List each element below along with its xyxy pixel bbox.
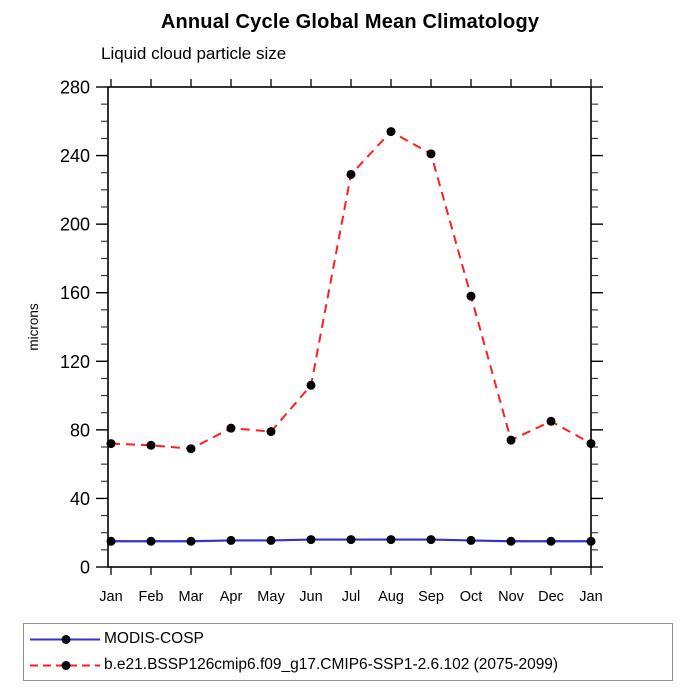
series-model [106,127,596,454]
x-tick-label: Dec [538,589,564,605]
y-tick-label: 280 [60,78,90,98]
y-axis-title: microns [26,303,41,351]
legend-item-model: b.e21.BSSP126cmip6.f09_g17.CMIP6-SSP1-2.… [28,652,672,678]
plot-frame [107,86,592,568]
legend-label: MODIS-COSP [104,630,204,647]
x-tick-label: Oct [460,589,483,605]
y-tick-label: 40 [70,489,90,509]
legend-label: b.e21.BSSP126cmip6.f09_g17.CMIP6-SSP1-2.… [104,656,559,673]
x-tick-label: Jan [579,589,602,605]
x-tick-label: Apr [220,589,243,605]
x-tick-label: Jan [99,589,122,605]
x-tick-label: Aug [378,589,404,605]
legend-line-sample-solid-icon [30,634,100,644]
x-tick-label: Nov [498,589,525,605]
chart-title: Annual Cycle Global Mean Climatology [160,11,540,33]
legend-line-sample-dashed-icon [30,660,100,670]
y-tick-label: 80 [70,420,90,440]
legend-dot-marker-icon [61,634,71,644]
y-tick-label: 240 [60,146,90,166]
y-axis: 0 40 80 120 160 200 240 280 [60,78,603,578]
y-tick-label: 0 [80,558,90,578]
x-tick-label: Feb [139,589,164,605]
legend: MODIS-COSP b.e21.BSSP126cmip6.f09_g17.CM… [23,623,673,681]
x-tick-label: Jul [342,589,361,605]
x-axis: Jan Feb Mar Apr May Jun Jul Aug Sep Oct Nov Dec Jan [99,79,603,605]
legend-dot-marker-icon [61,660,71,670]
x-tick-label: May [257,589,285,605]
y-tick-label: 120 [60,352,90,372]
x-tick-label: Jun [299,589,322,605]
x-tick-label: Mar [179,589,204,605]
y-tick-label: 200 [60,215,90,235]
x-tick-label: Sep [418,589,444,605]
series-modis-cosp [106,535,596,546]
y-tick-label: 160 [60,283,90,303]
chart-subtitle: Liquid cloud particle size [101,44,287,63]
legend-item-modis: MODIS-COSP [28,626,672,652]
